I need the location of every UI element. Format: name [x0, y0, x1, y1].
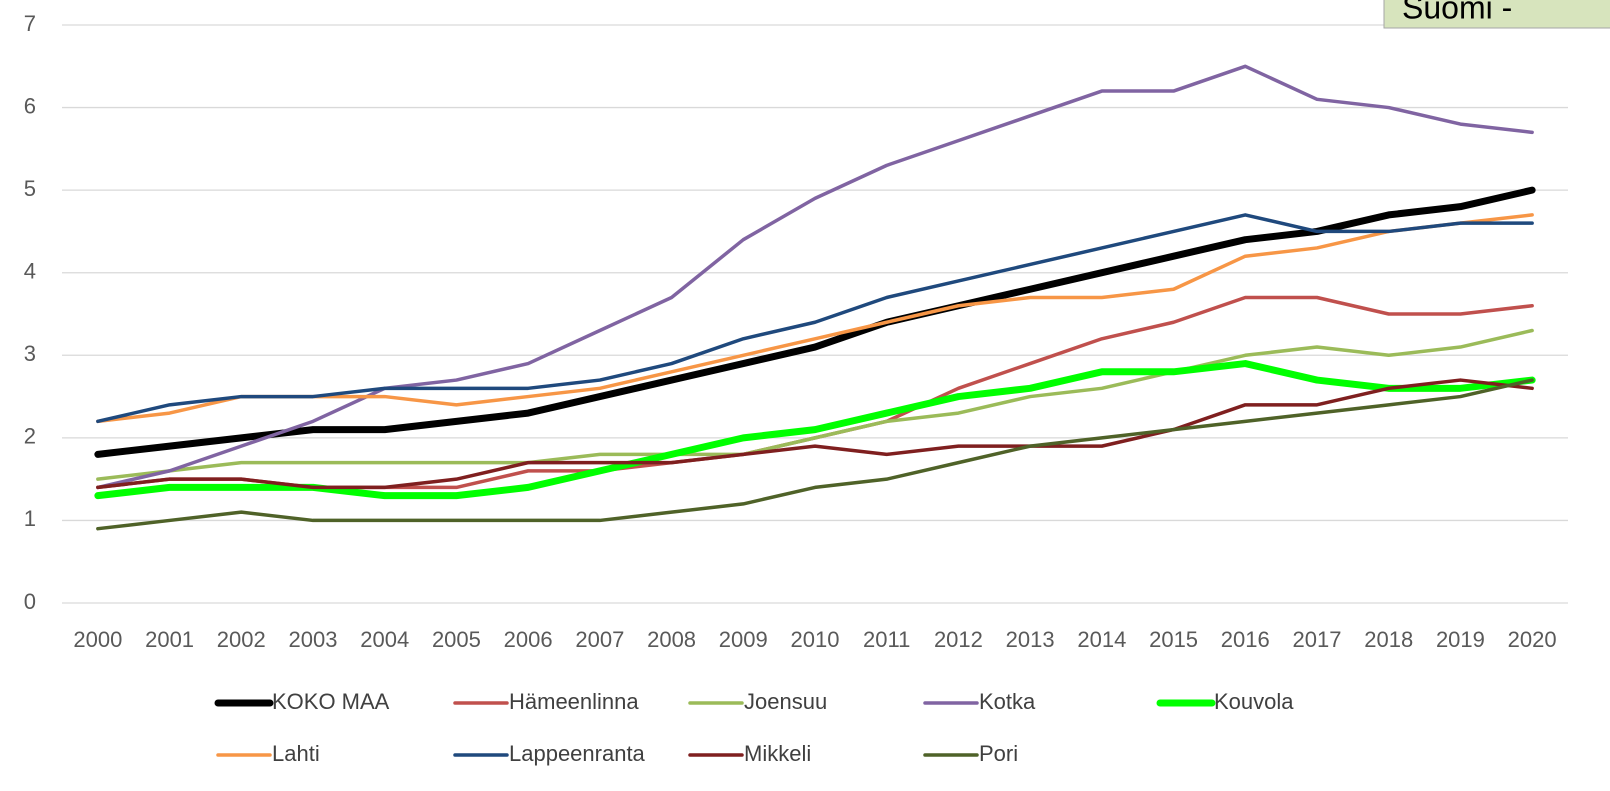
x-tick-label: 2002	[217, 627, 266, 652]
legend-label: Kouvola	[1214, 689, 1294, 714]
x-tick-label: 2007	[575, 627, 624, 652]
legend-label: Lahti	[272, 741, 320, 766]
y-tick-label: 5	[24, 176, 36, 201]
x-tick-label: 2013	[1006, 627, 1055, 652]
x-tick-label: 2016	[1221, 627, 1270, 652]
x-tick-label: 2000	[73, 627, 122, 652]
series-line	[96, 328, 1534, 481]
series-line	[96, 295, 1534, 490]
series-line	[96, 213, 1534, 424]
x-tick-label: 2006	[504, 627, 553, 652]
x-tick-label: 2003	[289, 627, 338, 652]
y-tick-label: 0	[24, 589, 36, 614]
x-tick-label: 2008	[647, 627, 696, 652]
y-tick-label: 6	[24, 93, 36, 118]
legend-label: Lappeenranta	[509, 741, 646, 766]
series-line	[96, 378, 1534, 531]
x-tick-label: 2014	[1077, 627, 1126, 652]
series-line	[96, 378, 1534, 490]
legend-label: Hämeenlinna	[509, 689, 639, 714]
y-tick-label: 3	[24, 341, 36, 366]
x-tick-label: 2001	[145, 627, 194, 652]
x-tick-label: 2011	[863, 627, 910, 652]
legend-label: Pori	[979, 741, 1018, 766]
y-tick-label: 4	[24, 259, 36, 284]
annotation: Suomi -	[1402, 0, 1512, 25]
legend-label: KOKO MAA	[272, 689, 390, 714]
x-tick-label: 2019	[1436, 627, 1485, 652]
x-tick-label: 2004	[360, 627, 409, 652]
x-tick-label: 2010	[791, 627, 840, 652]
x-tick-label: 2017	[1293, 627, 1342, 652]
x-tick-label: 2020	[1508, 627, 1557, 652]
series-line	[94, 186, 1536, 458]
x-tick-label: 2009	[719, 627, 768, 652]
y-tick-label: 7	[24, 11, 36, 36]
series-line	[94, 360, 1536, 500]
legend-label: Kotka	[979, 689, 1036, 714]
legend-label: Joensuu	[744, 689, 827, 714]
y-tick-label: 1	[24, 506, 36, 531]
x-tick-label: 2015	[1149, 627, 1198, 652]
annotation-box	[1383, 0, 1610, 29]
series-line	[96, 213, 1534, 424]
x-tick-label: 2018	[1364, 627, 1413, 652]
y-tick-label: 2	[24, 424, 36, 449]
series-line	[96, 64, 1534, 490]
legend-label: Mikkeli	[744, 741, 811, 766]
x-tick-label: 2012	[934, 627, 983, 652]
x-tick-label: 2005	[432, 627, 481, 652]
